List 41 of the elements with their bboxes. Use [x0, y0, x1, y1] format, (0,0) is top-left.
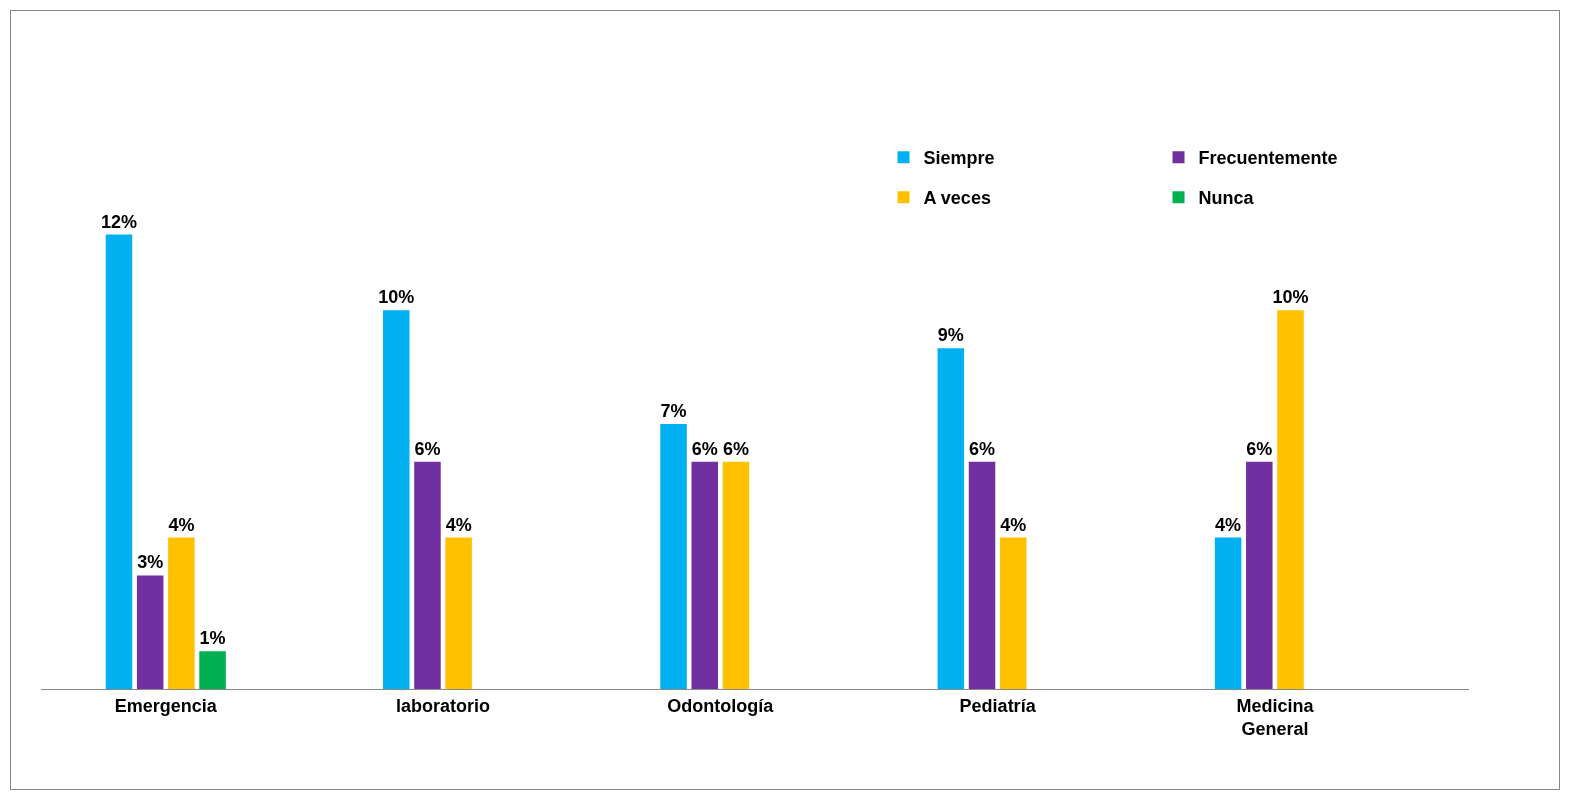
- data-label: 6%: [1246, 438, 1273, 459]
- data-label: 4%: [445, 514, 472, 535]
- bar: [691, 461, 718, 689]
- bar: [105, 234, 133, 689]
- legend-label: Nunca: [1198, 188, 1255, 209]
- data-label: 10%: [1272, 287, 1309, 308]
- x-tick-label: Odontología: [667, 695, 775, 716]
- data-label: 6%: [722, 438, 749, 459]
- x-tick-label: Pediatría: [959, 695, 1037, 716]
- legend-label: Frecuentemente: [1198, 148, 1338, 169]
- data-label: 7%: [660, 400, 687, 421]
- x-tick-label: laboratorio: [396, 695, 491, 716]
- bar: [445, 537, 472, 689]
- bar: [414, 461, 441, 689]
- bar: [968, 461, 996, 689]
- bar: [136, 575, 164, 689]
- data-label: 9%: [937, 325, 964, 346]
- data-label: 4%: [1000, 514, 1027, 535]
- bar: [999, 537, 1027, 689]
- data-label: 6%: [969, 438, 996, 459]
- data-label: 6%: [414, 438, 441, 459]
- x-tick-label: Emergencia: [114, 695, 218, 716]
- bar: [1214, 537, 1242, 689]
- bar: [1277, 310, 1304, 689]
- data-label: 10%: [378, 287, 415, 308]
- data-label: 1%: [199, 628, 226, 649]
- data-label: 6%: [691, 438, 718, 459]
- data-label: 12%: [100, 211, 137, 232]
- bar: [1246, 461, 1273, 689]
- bar: [722, 461, 750, 689]
- x-tick-label: Medicina General: [1236, 695, 1315, 739]
- bar: [660, 423, 687, 689]
- data-label: 4%: [168, 514, 195, 535]
- bar: [199, 651, 226, 689]
- bar: [168, 537, 195, 689]
- bar: [383, 310, 410, 689]
- data-label: 4%: [1215, 514, 1242, 535]
- legend-label: A veces: [923, 188, 991, 209]
- bar: [937, 348, 965, 689]
- data-label: 3%: [137, 552, 164, 573]
- legend-label: Siempre: [923, 148, 995, 169]
